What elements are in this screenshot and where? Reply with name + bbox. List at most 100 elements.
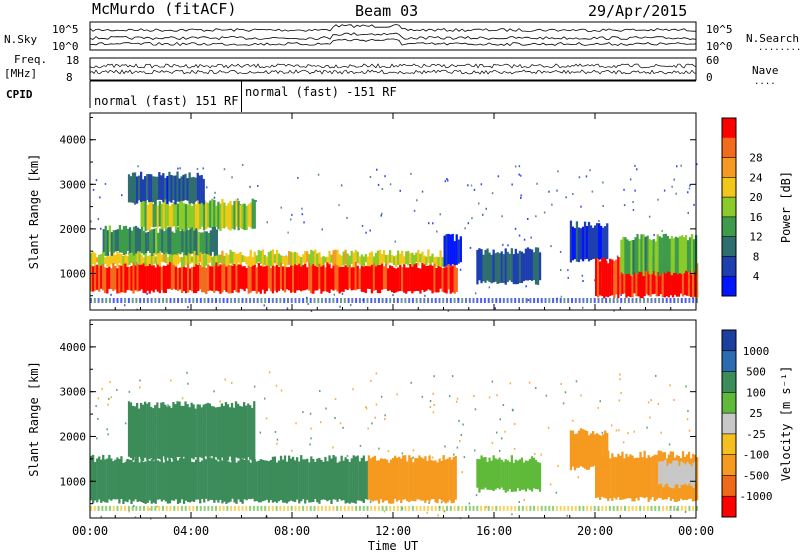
heatmap-cell bbox=[385, 505, 388, 511]
heatmap-cell bbox=[609, 258, 612, 296]
heatmap-cell bbox=[324, 298, 327, 303]
heatmap-cell bbox=[132, 251, 135, 263]
heatmap-cell bbox=[128, 266, 131, 290]
heatmap-speckle bbox=[580, 205, 582, 208]
heatmap-cell bbox=[97, 298, 100, 303]
heatmap-speckle bbox=[139, 379, 141, 382]
heatmap-cell bbox=[134, 225, 138, 254]
colorbar-label: Velocity [m s⁻¹] bbox=[779, 366, 793, 482]
heatmap-cell bbox=[98, 261, 101, 292]
heatmap-cell bbox=[597, 298, 600, 303]
heatmap-speckle bbox=[501, 437, 503, 440]
heatmap-cell bbox=[692, 261, 695, 299]
heatmap-cell bbox=[237, 253, 240, 263]
heatmap-cell bbox=[135, 505, 138, 511]
heatmap-cell bbox=[245, 205, 248, 230]
heatmap-cell bbox=[308, 260, 311, 291]
heatmap-speckle bbox=[669, 384, 671, 387]
heatmap-speckle bbox=[429, 454, 431, 457]
heatmap-cell bbox=[429, 263, 432, 291]
heatmap-cell bbox=[348, 255, 351, 266]
heatmap-speckle bbox=[646, 426, 648, 429]
heatmap-cell bbox=[582, 505, 585, 511]
heatmap-speckle bbox=[432, 411, 435, 414]
heatmap-cell bbox=[114, 229, 117, 252]
heatmap-cell bbox=[673, 505, 676, 511]
heatmap-cell bbox=[439, 250, 442, 268]
heatmap-cell bbox=[197, 262, 200, 292]
heatmap-cell bbox=[585, 226, 589, 259]
heatmap-cell bbox=[290, 265, 293, 293]
heatmap-cell bbox=[520, 251, 524, 283]
heatmap-cell bbox=[646, 235, 649, 272]
heatmap-speckle bbox=[447, 309, 450, 312]
heatmap-speckle bbox=[431, 456, 434, 459]
heatmap-region bbox=[569, 220, 609, 263]
heatmap-cell bbox=[100, 459, 103, 503]
heatmap-speckle bbox=[499, 418, 501, 421]
heatmap-cell bbox=[322, 256, 325, 266]
heatmap-cell bbox=[403, 256, 406, 265]
heatmap-cell bbox=[578, 505, 581, 511]
heatmap-cell bbox=[217, 461, 220, 503]
heatmap-cell bbox=[330, 458, 333, 504]
heatmap-speckle bbox=[655, 374, 657, 377]
heatmap-cell bbox=[394, 455, 397, 499]
heatmap-cell bbox=[182, 458, 186, 504]
heatmap-cell bbox=[342, 266, 345, 292]
heatmap-speckle bbox=[488, 286, 491, 289]
heatmap-cell bbox=[134, 249, 137, 266]
heatmap-cell bbox=[245, 505, 248, 511]
heatmap-speckle bbox=[673, 178, 675, 181]
heatmap-speckle bbox=[551, 203, 553, 206]
heatmap-cell bbox=[650, 298, 653, 303]
heatmap-speckle bbox=[202, 167, 204, 170]
heatmap-cell bbox=[158, 461, 161, 500]
heatmap-cell bbox=[680, 461, 683, 485]
heatmap-cell bbox=[480, 249, 483, 284]
x-tick-label: 00:00 bbox=[72, 524, 108, 538]
heatmap-speckle bbox=[459, 268, 462, 271]
heatmap-cell bbox=[150, 198, 153, 227]
heatmap-cell bbox=[112, 230, 115, 253]
heatmap-cell bbox=[215, 205, 218, 227]
heatmap-cell bbox=[563, 505, 566, 511]
heatmap-speckle bbox=[456, 446, 459, 449]
heatmap-cell bbox=[114, 266, 117, 290]
heatmap-cell bbox=[207, 232, 210, 255]
heatmap-cell bbox=[184, 401, 187, 460]
heatmap-speckle bbox=[253, 385, 256, 388]
heatmap-cell bbox=[589, 225, 593, 260]
heatmap-cell bbox=[197, 231, 200, 256]
heatmap-cell bbox=[194, 177, 197, 202]
heatmap-cell bbox=[285, 256, 289, 266]
heatmap-cell bbox=[607, 450, 610, 501]
heatmap-cell bbox=[174, 200, 178, 230]
heatmap-cell bbox=[423, 505, 426, 511]
heatmap-cell bbox=[302, 254, 305, 263]
heatmap-region bbox=[595, 256, 699, 299]
heatmap-cell bbox=[683, 260, 687, 295]
heatmap-speckle bbox=[429, 400, 432, 402]
heatmap-cell bbox=[620, 505, 623, 511]
colorbar-swatch bbox=[722, 137, 736, 159]
heatmap-cell bbox=[433, 257, 436, 264]
heatmap-cell bbox=[100, 263, 103, 289]
heatmap-cell bbox=[639, 298, 642, 303]
heatmap-cell bbox=[209, 266, 212, 291]
heatmap-cell bbox=[305, 298, 308, 303]
heatmap-cell bbox=[376, 250, 380, 266]
heatmap-speckle bbox=[96, 437, 98, 440]
heatmap-cell bbox=[156, 402, 159, 459]
heatmap-cell bbox=[131, 505, 134, 511]
heatmap-cell bbox=[442, 455, 445, 502]
heatmap-cell bbox=[677, 258, 681, 297]
heatmap-cell bbox=[500, 251, 503, 283]
heatmap-cell bbox=[130, 230, 134, 253]
heatmap-cell bbox=[205, 459, 208, 499]
heatmap-cell bbox=[225, 253, 228, 267]
heatmap-speckle bbox=[687, 409, 689, 412]
heatmap-cell bbox=[229, 200, 232, 231]
heatmap-speckle bbox=[381, 188, 384, 190]
heatmap-speckle bbox=[301, 213, 304, 216]
